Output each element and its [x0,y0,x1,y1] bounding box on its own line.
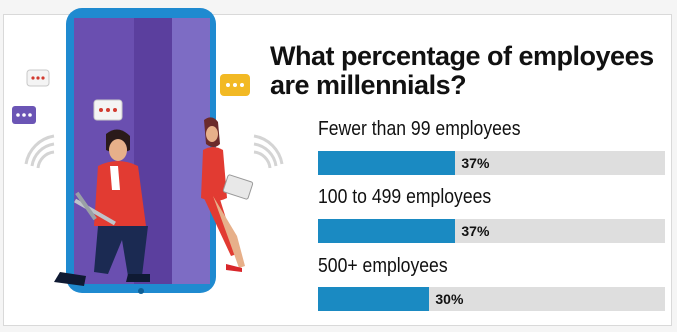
chat-bubble-icon [220,74,250,96]
bar [318,287,430,311]
bar-value-label: 30% [435,291,464,307]
bar-label: 100 to 499 employees [318,186,492,208]
chart-title: What percentage of employees are millenn… [270,41,654,100]
man-figure [54,129,150,286]
woman-figure [201,117,254,272]
bar-track: 37% [318,151,665,175]
bar-label: Fewer than 99 employees [318,118,521,140]
chat-bubble-icon [93,99,123,121]
bar-label: 500+ employees [318,255,448,277]
wifi-icon [253,134,284,169]
phone-illustration [12,8,284,294]
wifi-icon [24,134,55,169]
chat-bubble-icon [26,69,50,87]
bar [318,219,456,243]
bar-track: 37% [318,219,665,243]
bar-track: 30% [318,287,665,311]
chat-bubble-icon [12,106,36,124]
bar [318,151,456,175]
bar-value-label: 37% [461,223,490,239]
bar-value-label: 37% [461,155,490,171]
